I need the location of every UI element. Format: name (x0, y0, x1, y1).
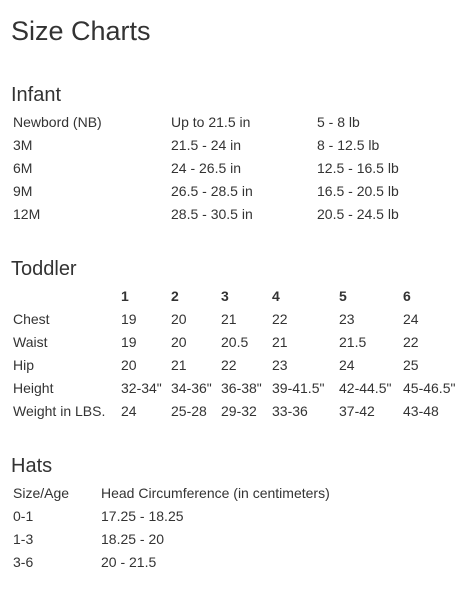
weight-cell: 8 - 12.5 lb (317, 137, 380, 153)
length-cell: Up to 21.5 in (171, 114, 251, 130)
column-header: Size/Age (13, 485, 70, 501)
table-cell: 29-32 (221, 403, 257, 419)
table-cell: 37-42 (339, 403, 375, 419)
page-title: Size Charts (11, 16, 151, 46)
table-cell: 20 (171, 311, 187, 327)
size-label: 12M (13, 206, 41, 222)
hats-size-table: Size/Age Head Circumference (in centimet… (9, 482, 357, 574)
table-cell: 34-36" (171, 380, 212, 396)
table-cell: 22 (403, 334, 419, 350)
table-row: 12M 28.5 - 30.5 in 20.5 - 24.5 lb (9, 203, 433, 226)
table-cell: 20 (171, 334, 187, 350)
column-header: 4 (272, 288, 280, 304)
table-header-row: Size/Age Head Circumference (in centimet… (9, 482, 357, 505)
column-header: 5 (339, 288, 347, 304)
weight-cell: 12.5 - 16.5 lb (317, 160, 399, 176)
table-row: 1-3 18.25 - 20 (9, 528, 357, 551)
size-label: 9M (13, 183, 33, 199)
measurement-label: Hip (13, 357, 35, 373)
size-age-cell: 3-6 (13, 554, 34, 570)
length-cell: 26.5 - 28.5 in (171, 183, 253, 199)
table-cell: 22 (221, 357, 237, 373)
circumference-cell: 20 - 21.5 (101, 554, 157, 570)
circumference-cell: 17.25 - 18.25 (101, 508, 184, 524)
column-header: 3 (221, 288, 229, 304)
table-cell: 21 (221, 311, 237, 327)
table-cell: 23 (339, 311, 355, 327)
toddler-size-table: 1 2 3 4 5 6 Chest 19 20 21 22 23 24 Wais… (9, 285, 459, 423)
column-header (9, 285, 117, 308)
table-cell: 24 (403, 311, 419, 327)
weight-cell: 20.5 - 24.5 lb (317, 206, 399, 222)
table-header-row: 1 2 3 4 5 6 (9, 285, 459, 308)
measurement-label: Waist (13, 334, 48, 350)
table-cell: 42-44.5" (339, 380, 392, 396)
column-header: 2 (171, 288, 179, 304)
infant-heading: Infant (11, 84, 62, 106)
table-row: Waist 19 20 20.5 21 21.5 22 (9, 331, 459, 354)
table-row: Newbord (NB) Up to 21.5 in 5 - 8 lb (9, 111, 433, 134)
table-cell: 33-36 (272, 403, 308, 419)
size-label: 6M (13, 160, 33, 176)
table-row: 3-6 20 - 21.5 (9, 551, 357, 574)
size-label: Newbord (NB) (13, 114, 102, 130)
measurement-label: Height (13, 380, 54, 396)
hats-heading: Hats (11, 455, 53, 477)
table-cell: 24 (121, 403, 137, 419)
weight-cell: 16.5 - 20.5 lb (317, 183, 399, 199)
length-cell: 24 - 26.5 in (171, 160, 242, 176)
table-cell: 21 (272, 334, 288, 350)
table-row: 0-1 17.25 - 18.25 (9, 505, 357, 528)
table-cell: 25 (403, 357, 419, 373)
table-cell: 36-38" (221, 380, 262, 396)
column-header: 1 (121, 288, 129, 304)
column-header: Head Circumference (in centimeters) (101, 485, 330, 501)
measurement-label: Chest (13, 311, 50, 327)
size-label: 3M (13, 137, 33, 153)
table-cell: 21 (171, 357, 187, 373)
table-cell: 25-28 (171, 403, 207, 419)
toddler-heading: Toddler (11, 258, 77, 280)
table-row: 3M 21.5 - 24 in 8 - 12.5 lb (9, 134, 433, 157)
table-cell: 39-41.5" (272, 380, 325, 396)
table-cell: 24 (339, 357, 355, 373)
table-row: Height 32-34" 34-36" 36-38" 39-41.5" 42-… (9, 377, 459, 400)
table-row: Chest 19 20 21 22 23 24 (9, 308, 459, 331)
infant-size-table: Newbord (NB) Up to 21.5 in 5 - 8 lb 3M 2… (9, 111, 433, 226)
weight-cell: 5 - 8 lb (317, 114, 360, 130)
table-cell: 32-34" (121, 380, 162, 396)
circumference-cell: 18.25 - 20 (101, 531, 165, 547)
table-row: 9M 26.5 - 28.5 in 16.5 - 20.5 lb (9, 180, 433, 203)
table-cell: 23 (272, 357, 288, 373)
table-row: Weight in LBS. 24 25-28 29-32 33-36 37-4… (9, 400, 459, 423)
table-cell: 19 (121, 334, 137, 350)
table-cell: 22 (272, 311, 288, 327)
length-cell: 21.5 - 24 in (171, 137, 242, 153)
table-cell: 20 (121, 357, 137, 373)
size-age-cell: 0-1 (13, 508, 34, 524)
length-cell: 28.5 - 30.5 in (171, 206, 253, 222)
table-cell: 20.5 (221, 334, 249, 350)
table-cell: 21.5 (339, 334, 367, 350)
table-row: 6M 24 - 26.5 in 12.5 - 16.5 lb (9, 157, 433, 180)
table-cell: 19 (121, 311, 137, 327)
measurement-label: Weight in LBS. (13, 403, 106, 419)
column-header: 6 (403, 288, 411, 304)
table-cell: 43-48 (403, 403, 439, 419)
size-age-cell: 1-3 (13, 531, 34, 547)
table-row: Hip 20 21 22 23 24 25 (9, 354, 459, 377)
table-cell: 45-46.5" (403, 380, 456, 396)
